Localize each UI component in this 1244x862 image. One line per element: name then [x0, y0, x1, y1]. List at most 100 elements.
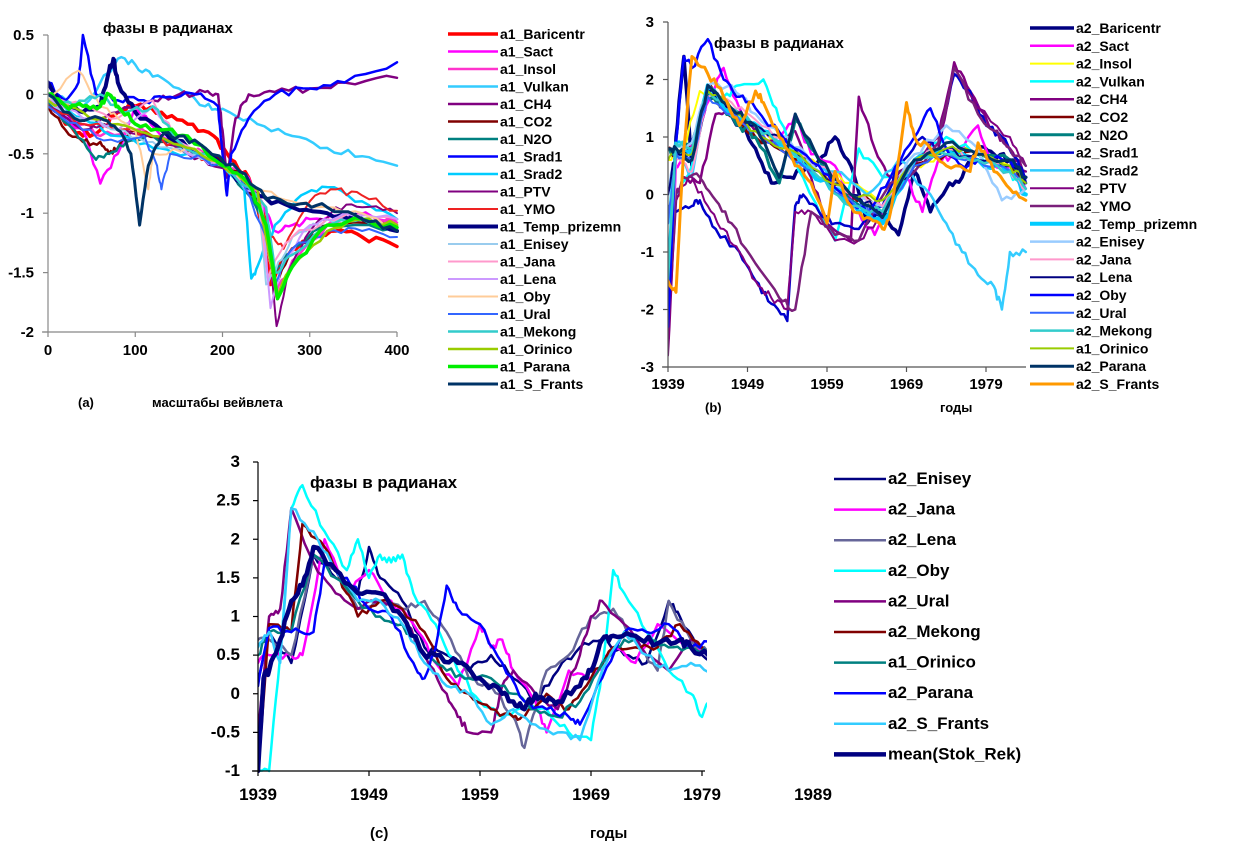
y-tick-label: 2 [646, 72, 654, 89]
y-tick-label: 0 [26, 86, 34, 103]
y-tick-label: 0.5 [13, 27, 34, 44]
legend-label: a2_Jana [1076, 251, 1131, 267]
legend-label: a2_Temp_prizemn [1076, 216, 1197, 232]
legend-label: a2_S_Frants [888, 714, 989, 733]
y-tick-label: 3 [231, 452, 240, 471]
series-line-a2-parana [668, 83, 1028, 219]
x-tick-label: 1979 [683, 785, 721, 804]
chart-a: 0.5 0 -0.5 -1 -1.5 -2 0 100 200 300 400 фазы в рад… [8, 20, 621, 410]
series-line-a1-oby [48, 69, 398, 227]
legend-label: a2_Jana [888, 500, 956, 519]
legend-label: a2_Ural [888, 591, 949, 610]
legend-label: a2_Enisey [1076, 234, 1145, 250]
x-tick-label: 1989 [794, 785, 832, 804]
series-line-a1-temp-prizemn [48, 56, 399, 233]
legend-label: a1_Ural [500, 306, 551, 322]
legend-label: a1_Oby [500, 289, 551, 305]
series-line-a1-orinico [258, 553, 707, 719]
chart-c-axes: 3 2.5 2 1.5 1 0.5 0 -0.5 -1 1939 1949 1959 1969 1979 1… [211, 452, 832, 804]
y-tick-label: 3 [646, 14, 654, 31]
legend-label: a1_Temp_prizemn [500, 219, 621, 235]
series-line-a2-s-frants [258, 507, 707, 742]
x-tick-label: 1949 [350, 785, 388, 804]
x-tick-label: 200 [210, 342, 235, 359]
legend-label: a2_Mekong [888, 622, 981, 641]
y-tick-label: 1.5 [216, 568, 240, 587]
legend-label: a2_Insol [1076, 56, 1132, 72]
series-line-mean-stok-rek- [258, 544, 707, 773]
legend-label: a1_S_Frants [500, 376, 583, 392]
y-tick-label: 2 [231, 529, 240, 548]
legend-label: a2_S_Frants [1076, 376, 1159, 392]
y-tick-label: 0 [646, 187, 654, 204]
x-tick-label: 300 [297, 342, 322, 359]
legend-label: a2_CO2 [1076, 109, 1128, 125]
y-tick-label: -1.5 [8, 265, 34, 282]
series-line-a1-s-frants [48, 92, 399, 233]
y-tick-label: -0.5 [211, 722, 240, 741]
x-tick-label: 1939 [651, 376, 684, 393]
legend-label: a1_Vulkan [500, 79, 569, 95]
chart-c: 3 2.5 2 1.5 1 0.5 0 -0.5 -1 1939 1949 1959 1969 1979 1… [211, 452, 1022, 842]
x-tick-label: 100 [123, 342, 148, 359]
x-tick-label: 1949 [731, 376, 764, 393]
chart-c-title: фазы в радианах [310, 473, 458, 492]
series-line-a1-vulkan [48, 55, 399, 167]
legend-label: a1_Srad1 [500, 149, 562, 165]
legend-label: a2_YMO [1076, 198, 1131, 214]
y-tick-label: 0.5 [216, 645, 240, 664]
legend-label: a1_CO2 [500, 114, 552, 130]
legend-label: a1_Orinico [500, 341, 572, 357]
chart-c-series [258, 483, 707, 773]
x-tick-label: 400 [384, 342, 409, 359]
x-tick-label: 1969 [890, 376, 923, 393]
x-tick-label: 1959 [810, 376, 843, 393]
legend-label: a2_Parana [1076, 358, 1146, 374]
legend-label: a1_Srad2 [500, 166, 562, 182]
legend-label: a2_PTV [1076, 180, 1127, 196]
legend-label: a1_Enisey [500, 236, 569, 252]
y-tick-label: -1 [225, 761, 240, 780]
chart-a-xlabel: масштабы вейвлета [152, 395, 283, 410]
y-tick-label: 1 [231, 607, 240, 626]
y-tick-label: 1 [646, 129, 654, 146]
series-line-a1-parana [48, 91, 399, 301]
legend-label: a1_YMO [500, 201, 555, 217]
series-line-a2-mekong [668, 89, 1028, 283]
legend-label: a2_Baricentr [1076, 20, 1161, 36]
chart-b-series [668, 37, 1028, 357]
chart-a-legend: a1_Baricentra1_Sacta1_Insola1_Vulkana1_C… [448, 26, 621, 392]
chart-c-legend: a2_Enisey a2_Jana a2_Lena a2_Oby a2_Ural a2_M… [834, 469, 1021, 763]
legend-label: a2_Lena [1076, 269, 1132, 285]
chart-a-axes: 0.5 0 -0.5 -1 -1.5 -2 0 100 200 300 400 [8, 27, 409, 359]
legend-label: a2_N2O [1076, 127, 1128, 143]
legend-label: mean(Stok_Rek) [888, 744, 1021, 763]
legend-label: a1_Orinico [1076, 340, 1148, 356]
chart-a-series [48, 33, 399, 328]
y-tick-label: -2 [21, 324, 34, 341]
legend-label: a2_Lena [888, 530, 957, 549]
legend-label: a2_Oby [1076, 287, 1127, 303]
y-tick-label: -0.5 [8, 146, 34, 163]
x-tick-label: 1939 [239, 785, 277, 804]
legend-label: a1_Parana [500, 359, 570, 375]
series-line-a2-s-frants [668, 55, 1028, 294]
legend-label: a1_Baricentr [500, 26, 585, 42]
legend-label: a1_Jana [500, 254, 555, 270]
series-line-a2-oby [668, 37, 1028, 329]
x-tick-label: 0 [44, 342, 52, 359]
chart-c-xlabel: годы [590, 825, 627, 842]
legend-label: a1_Mekong [500, 324, 576, 340]
chart-a-title: фазы в радианах [103, 20, 233, 37]
legend-label: a1_PTV [500, 184, 551, 200]
chart-a-panel-label: (a) [78, 395, 94, 410]
chart-b-title: фазы в радианах [714, 35, 844, 52]
y-tick-label: -2 [641, 302, 654, 319]
legend-label: a1_Sact [500, 44, 553, 60]
series-line-a2-ymo [668, 66, 1028, 313]
x-tick-label: 1969 [572, 785, 610, 804]
legend-label: a2_Srad2 [1076, 162, 1138, 178]
legend-label: a2_Parana [888, 683, 974, 702]
